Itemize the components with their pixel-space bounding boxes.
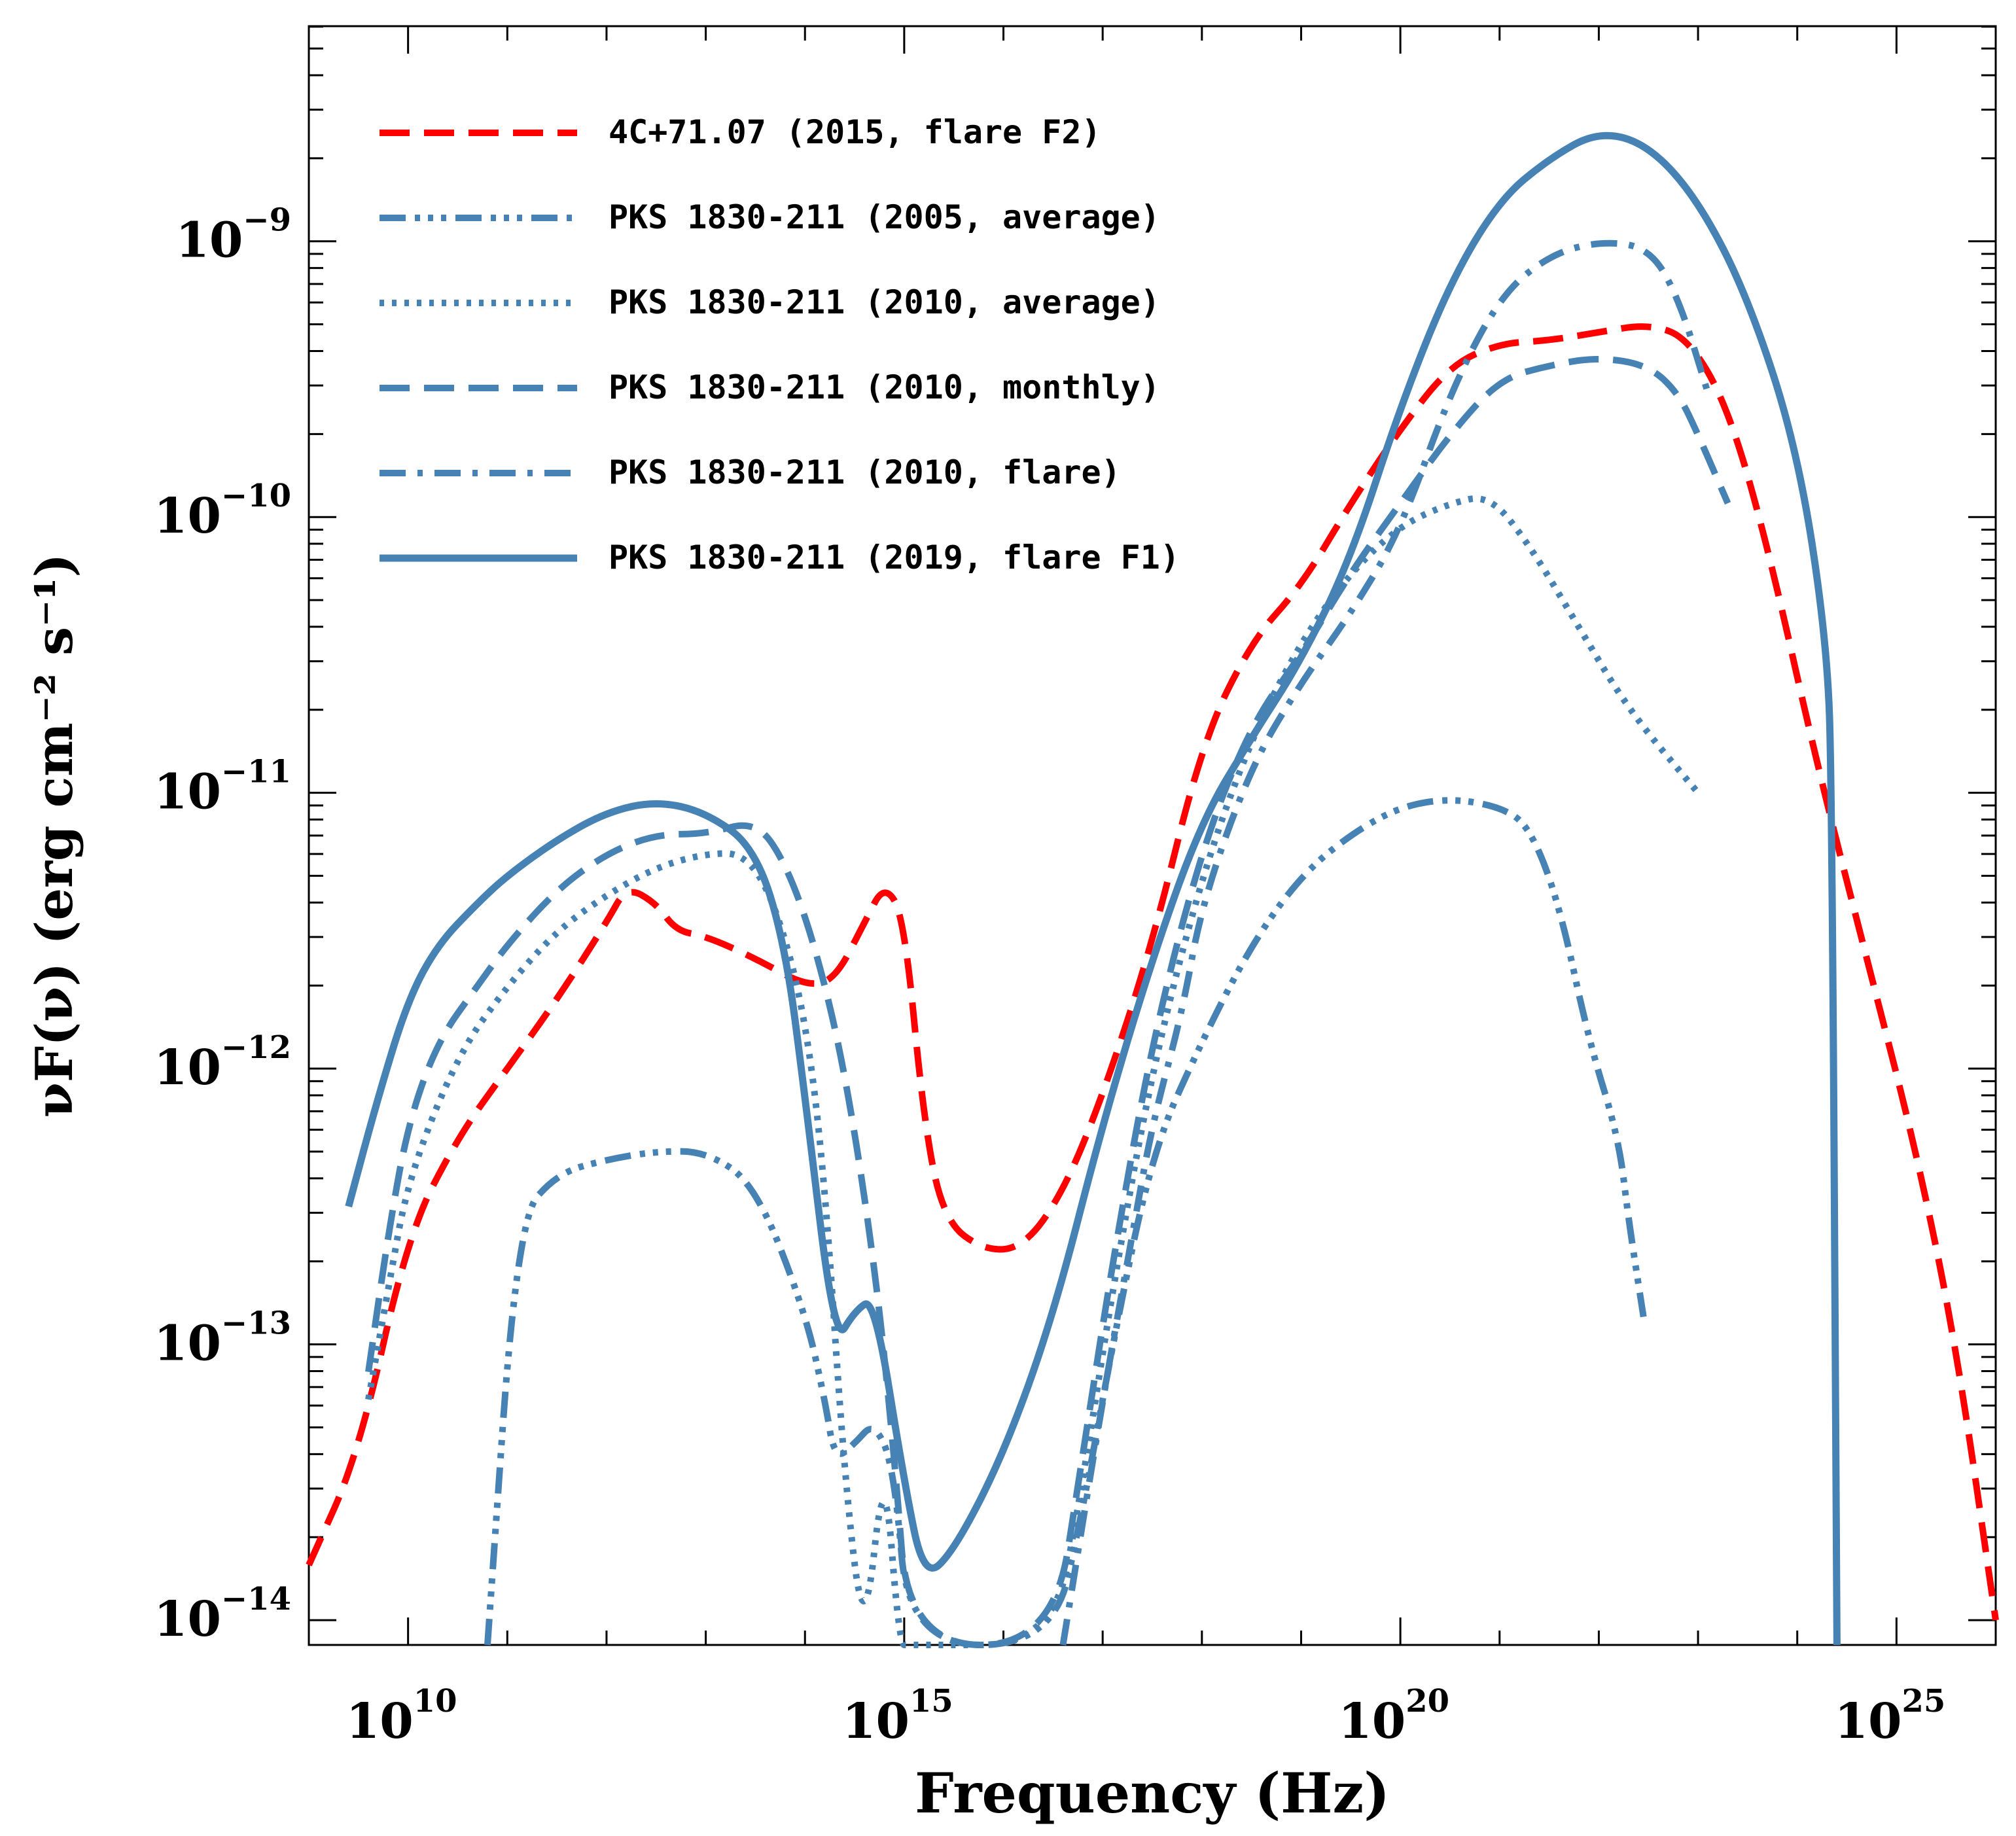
legend-label-3: PKS 1830-211 (2010, average)	[609, 283, 1160, 321]
x-axis-tick-labels: 1010 1015 1020 1025	[346, 1683, 1945, 1750]
series-line-3	[365, 495, 1701, 1648]
legend-label-5: PKS 1830-211 (2010, flare)	[609, 453, 1121, 491]
x-axis-title: Frequency (Hz)	[915, 1761, 1390, 1826]
legend-label-1: 4C+71.07 (2015, flare F2)	[609, 113, 1101, 151]
legend: 4C+71.07 (2015, flare F2) PKS 1830-211 (2…	[380, 113, 1180, 576]
series-line-6	[345, 132, 1841, 1646]
y-tick-label: 10−9	[175, 202, 291, 269]
series-layer	[306, 132, 1999, 1648]
x-tick-label: 1015	[842, 1683, 953, 1750]
y-axis-ticks	[309, 26, 1996, 1621]
legend-label-2: PKS 1830-211 (2005, average)	[609, 198, 1160, 236]
x-tick-label: 1020	[1338, 1683, 1449, 1750]
series-line-2	[484, 797, 1647, 1648]
y-tick-label: 10−14	[154, 1581, 291, 1648]
legend-label-4: PKS 1830-211 (2010, monthly)	[609, 368, 1160, 406]
x-tick-label: 1010	[346, 1683, 457, 1750]
y-tick-label: 10−12	[154, 1029, 291, 1096]
series-line-1	[306, 323, 1999, 1621]
x-axis-ticks	[308, 26, 1997, 1645]
y-tick-label: 10−13	[154, 1305, 291, 1372]
legend-label-6: PKS 1830-211 (2019, flare F1)	[609, 538, 1180, 576]
series-line-4	[365, 355, 1731, 1648]
y-tick-label: 10−11	[154, 754, 291, 821]
y-axis-title: νF(ν) (erg cm⁻² s⁻¹)	[25, 554, 84, 1118]
y-tick-label: 10−10	[154, 478, 291, 544]
x-tick-label: 1025	[1834, 1683, 1945, 1750]
y-axis-tick-labels: 10−9 10−10 10−11 10−12 10−13 10−14	[154, 202, 291, 1648]
